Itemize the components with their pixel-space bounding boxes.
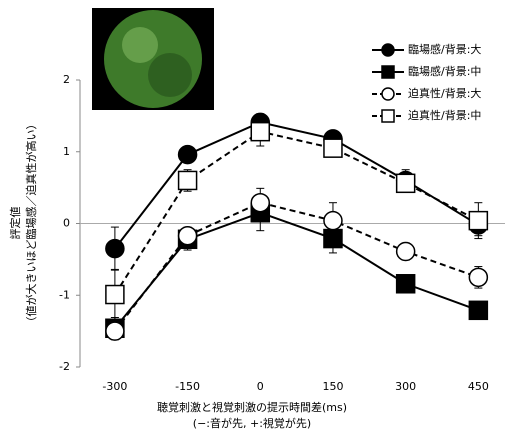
chart: 聴覚刺激と視覚刺激の提示時間差(ms) (−:音が先, +:視覚が先) 評定値 … <box>0 0 508 436</box>
marker <box>324 139 342 157</box>
legend-marker <box>382 44 394 56</box>
legend-label: 迫真性/背景:大 <box>408 86 481 100</box>
x-tick-label: -300 <box>102 380 127 393</box>
marker <box>251 194 269 212</box>
marker <box>469 212 487 230</box>
marker <box>106 286 124 304</box>
marker <box>469 301 487 319</box>
series-line <box>115 132 478 295</box>
y-tick-label: 0 <box>63 217 70 230</box>
legend-label: 臨場感/背景:中 <box>408 64 481 78</box>
x-tick-label: 0 <box>257 380 264 393</box>
x-tick-label: 300 <box>395 380 416 393</box>
marker <box>179 227 197 245</box>
x-tick-label: 450 <box>468 380 489 393</box>
y-axis-label: （値が大きいほど臨場感／迫真性が高い） <box>24 119 38 328</box>
marker <box>106 240 124 258</box>
y-tick-label: 1 <box>63 145 70 158</box>
y-tick-label: -2 <box>59 360 70 373</box>
legend-marker <box>382 66 394 78</box>
marker <box>397 275 415 293</box>
legend-label: 迫真性/背景:中 <box>408 108 481 122</box>
series-line <box>115 213 478 329</box>
marker <box>106 322 124 340</box>
x-tick-label: 150 <box>322 380 343 393</box>
y-tick-label: 2 <box>63 73 70 86</box>
photo-detail <box>122 27 158 63</box>
series-line <box>115 203 478 331</box>
marker <box>397 174 415 192</box>
marker <box>397 242 415 260</box>
marker <box>179 146 197 164</box>
y-axis-label: 評定値 <box>8 207 22 240</box>
series-line <box>115 122 478 248</box>
photo-detail <box>148 53 192 97</box>
marker <box>324 212 342 230</box>
x-tick-label: -150 <box>175 380 200 393</box>
photo <box>104 10 202 108</box>
x-axis-label: (−:音が先, +:視覚が先) <box>193 416 311 430</box>
x-axis-label: 聴覚刺激と視覚刺激の提示時間差(ms) <box>157 400 347 414</box>
legend-label: 臨場感/背景:大 <box>408 42 481 56</box>
legend-marker <box>382 110 394 122</box>
marker <box>179 171 197 189</box>
y-tick-label: -1 <box>59 288 70 301</box>
marker <box>469 268 487 286</box>
legend-marker <box>382 88 394 100</box>
marker <box>251 123 269 141</box>
